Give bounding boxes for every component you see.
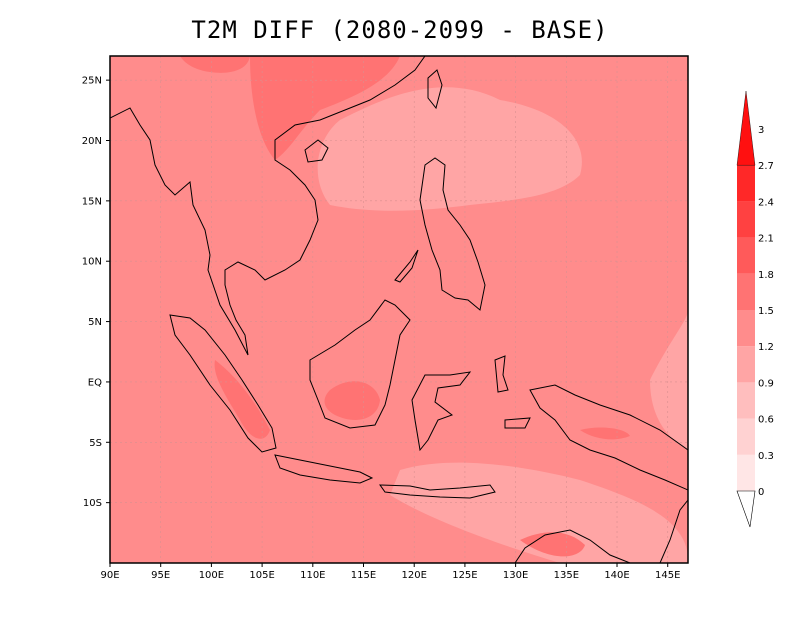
coast-palawan <box>394 249 419 283</box>
latitude-axis: 25N 20N 15N 10N 5N EQ 5S 10S <box>82 76 110 509</box>
colorbar-label: 0.3 <box>758 451 774 462</box>
lat-tick-label: 10S <box>83 498 102 509</box>
colorbar-swatch <box>737 382 755 419</box>
contour-zone-sumatra <box>214 360 270 439</box>
coast-philippines <box>419 157 486 311</box>
lon-tick-label: 90E <box>100 570 119 581</box>
colorbar-label: 2.1 <box>758 234 774 245</box>
colorbar-label: 2.7 <box>758 161 774 172</box>
lon-tick-label: 120E <box>402 570 427 581</box>
colorbar: 0 0.3 0.6 0.9 1.2 1.5 1.8 2.1 2.4 2.7 3 <box>736 90 774 528</box>
lon-tick-label: 145E <box>655 570 680 581</box>
contour-zone-south-china <box>180 56 250 73</box>
lon-tick-label: 140E <box>604 570 629 581</box>
lon-tick-label: 125E <box>452 570 477 581</box>
coast-australia <box>514 529 631 563</box>
coast-borneo <box>309 299 411 429</box>
lat-tick-label: 5N <box>88 317 102 328</box>
contour-zone-australia <box>520 532 585 557</box>
colorbar-label: 0.6 <box>758 415 774 426</box>
coastlines <box>110 56 688 563</box>
lon-tick-label: 100E <box>199 570 224 581</box>
coast-lesser-sunda <box>379 484 496 499</box>
coast-mainland-asia <box>110 56 426 356</box>
coast-sulawesi <box>411 371 472 452</box>
colorbar-label: 0 <box>758 487 764 498</box>
map-title: T2M DIFF (2080-2099 - BASE) <box>191 16 609 44</box>
colorbar-swatch <box>737 418 755 455</box>
contour-zone-borneo <box>324 381 380 420</box>
coast-java <box>274 454 374 484</box>
contour-zone-scs <box>317 87 582 211</box>
coast-cape-york <box>659 499 688 563</box>
lat-tick-label: 15N <box>82 196 102 207</box>
contour-zone-pacific <box>650 310 688 450</box>
colorbar-label: 1.5 <box>758 306 774 317</box>
colorbar-swatch <box>737 201 755 238</box>
contour-zone-indochina <box>250 56 400 160</box>
lon-tick-label: 110E <box>300 570 325 581</box>
contour-zone-newguinea <box>580 427 630 440</box>
colorbar-lower-arrow <box>736 490 756 528</box>
lat-tick-label: 10N <box>82 257 102 268</box>
longitude-axis: 90E 95E 100E 105E 110E 115E 120E 125E 130E 135E 14… <box>100 563 680 581</box>
lat-tick-label: 20N <box>82 136 102 147</box>
lon-tick-label: 105E <box>249 570 274 581</box>
map-gridlines <box>110 56 688 563</box>
map-frame <box>109 55 689 564</box>
colorbar-swatch <box>737 273 755 310</box>
lon-tick-label: 130E <box>503 570 528 581</box>
colorbar-label: 1.8 <box>758 270 774 281</box>
coast-sumatra <box>169 314 277 453</box>
lon-tick-label: 95E <box>151 570 170 581</box>
colorbar-arrow <box>736 90 756 166</box>
colorbar-swatch <box>737 237 755 274</box>
colorbar-swatch <box>737 346 755 383</box>
colorbar-label: 3 <box>758 125 764 136</box>
lat-tick-label: EQ <box>88 377 102 388</box>
colorbar-label: 1.2 <box>758 342 774 353</box>
lat-tick-label: 5S <box>89 438 102 449</box>
coast-taiwan <box>427 69 443 110</box>
colorbar-swatch <box>737 165 755 202</box>
colorbar-swatch <box>737 454 755 491</box>
colorbar-label: 0.9 <box>758 378 774 389</box>
colorbar-swatch <box>737 310 755 347</box>
coast-halmahera <box>494 355 509 393</box>
lat-tick-label: 25N <box>82 76 102 87</box>
lon-tick-label: 135E <box>554 570 579 581</box>
coast-seram <box>504 417 531 429</box>
lon-tick-label: 115E <box>351 570 376 581</box>
colorbar-label: 2.4 <box>758 197 774 208</box>
coast-new-guinea <box>529 384 688 491</box>
coast-hainan <box>304 139 329 163</box>
